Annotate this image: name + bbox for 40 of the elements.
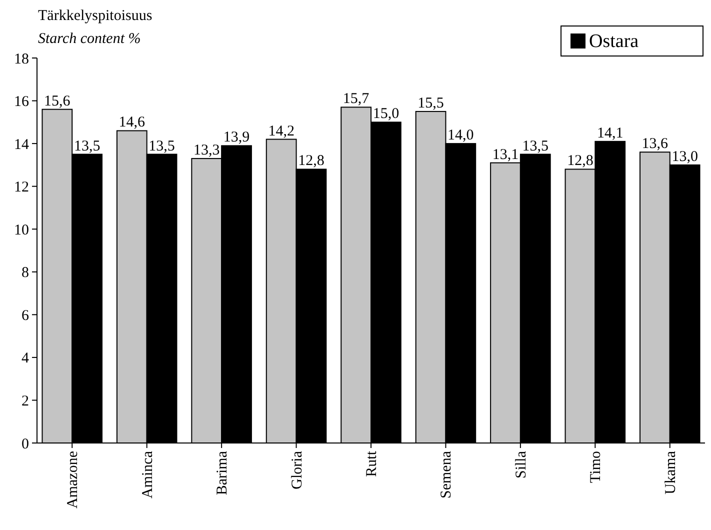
- data-label: 12,8: [567, 153, 594, 170]
- data-label: 14,2: [268, 123, 294, 140]
- data-label: 13,5: [148, 138, 175, 154]
- legend-label: Ostara: [589, 31, 640, 52]
- data-label: 15,0: [372, 106, 400, 122]
- x-tick-label: Barima: [214, 450, 231, 496]
- data-label: 14,1: [596, 125, 624, 142]
- data-label: 15,6: [44, 93, 71, 110]
- x-tick-label: Amazone: [65, 450, 82, 508]
- y-tick-label: 10: [14, 222, 29, 238]
- y-tick-label: 6: [22, 308, 30, 324]
- data-label: 13,0: [672, 148, 698, 165]
- x-tick-label: Rutt: [364, 450, 380, 477]
- data-label: 13,3: [193, 142, 220, 159]
- data-label: 13,5: [74, 138, 100, 154]
- data-label: 13,1: [492, 146, 519, 163]
- data-label: 14,0: [448, 128, 474, 144]
- x-tick-label: Semena: [438, 450, 455, 498]
- x-tick-label: Gloria: [289, 450, 306, 490]
- x-tick-label: Silla: [513, 450, 530, 479]
- data-label: 15,7: [342, 91, 370, 108]
- y-tick-label: 4: [22, 350, 30, 367]
- y-tick-label: 18: [14, 51, 29, 68]
- chart-title: Tärkkelyspitoisuus: [38, 8, 152, 24]
- x-tick-label: Ukama: [662, 450, 679, 494]
- data-label: 14,6: [118, 114, 146, 131]
- y-tick-label: 12: [14, 180, 29, 196]
- data-label: 13,6: [642, 136, 669, 152]
- data-label: 13,9: [223, 130, 250, 146]
- y-tick-label: 14: [14, 136, 30, 153]
- data-label: 15,5: [418, 95, 444, 112]
- data-label: 12,8: [298, 153, 324, 170]
- y-tick-label: 0: [22, 436, 29, 452]
- y-axis-title: Starch content %: [38, 31, 141, 47]
- y-tick-label: 8: [22, 265, 29, 282]
- x-tick-label: Timo: [588, 451, 604, 483]
- x-tick-label: Aminca: [140, 450, 156, 498]
- y-tick-label: 2: [22, 393, 29, 410]
- y-tick-label: 16: [14, 94, 30, 110]
- data-label: 13,5: [522, 138, 549, 154]
